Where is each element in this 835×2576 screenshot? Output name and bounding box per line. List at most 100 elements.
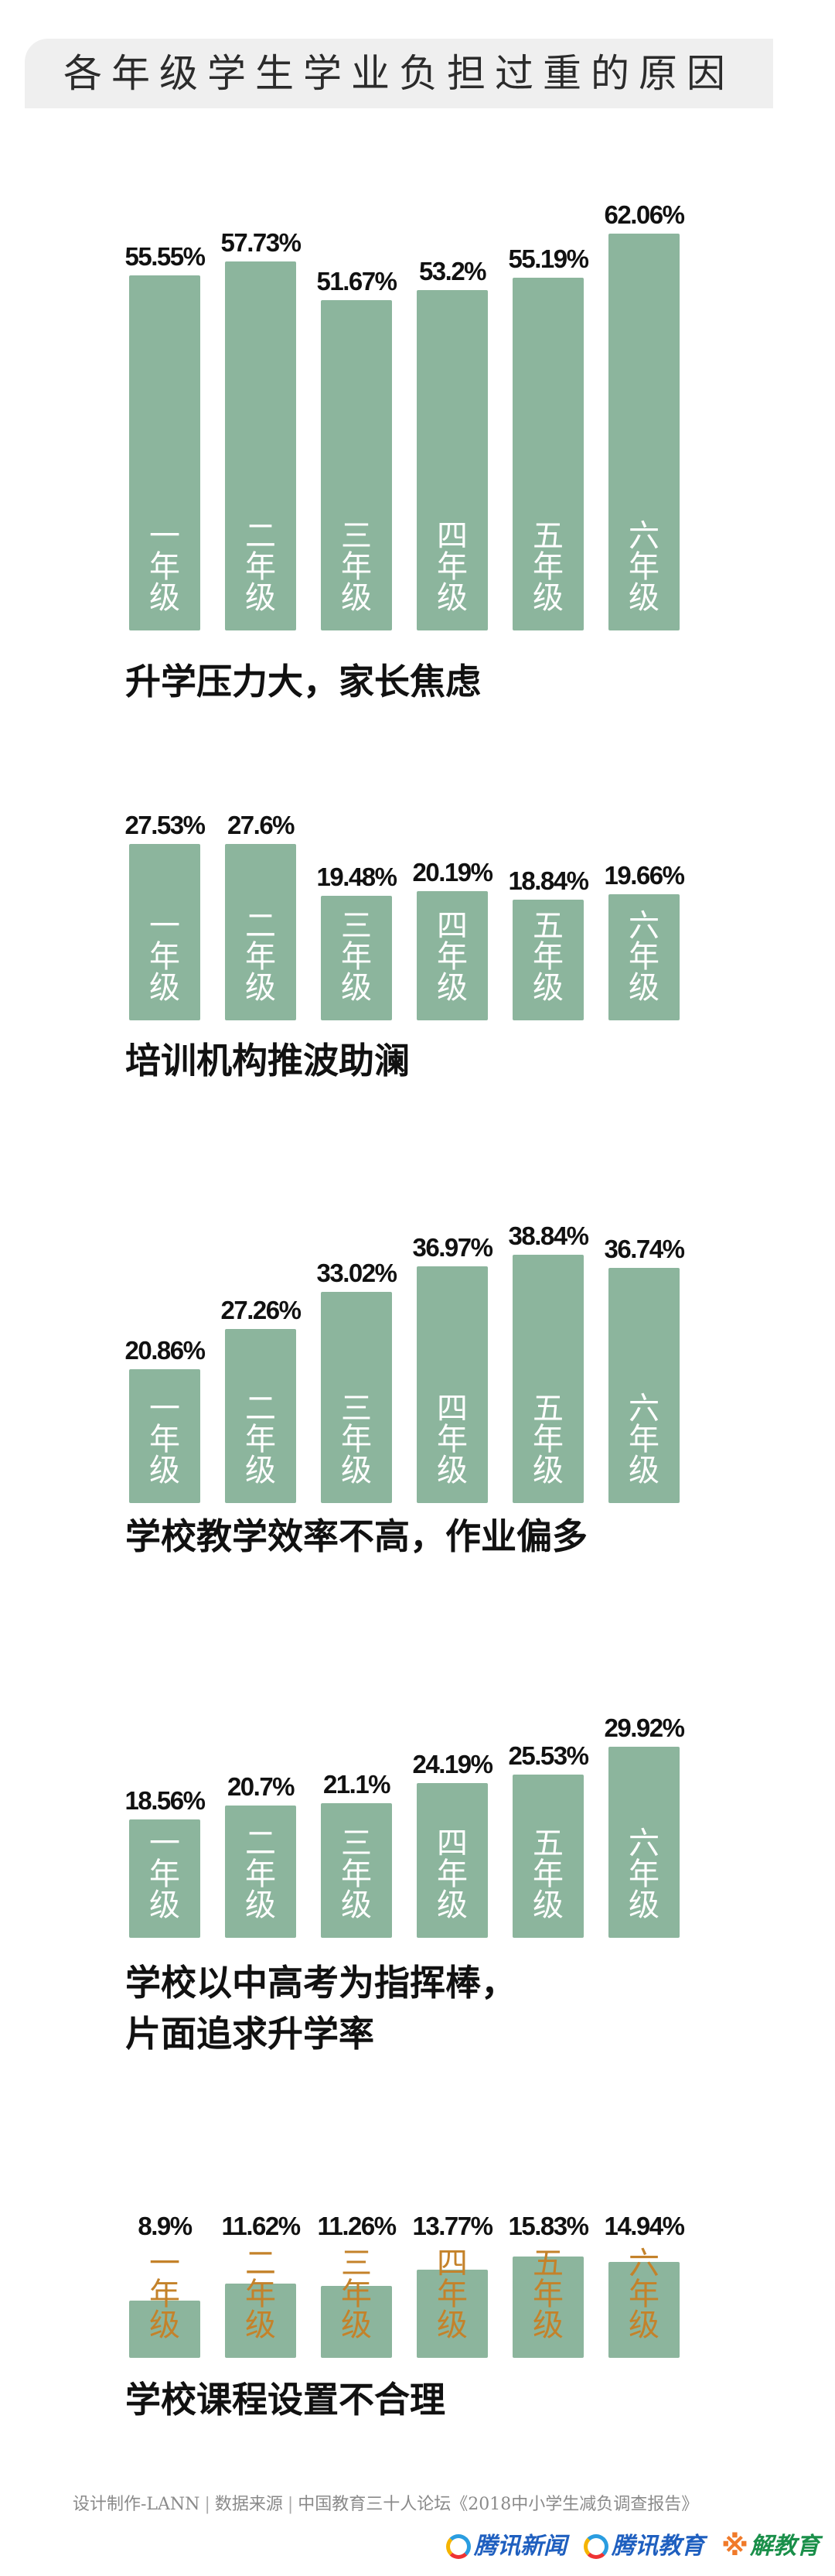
grade-label: 五年级 <box>533 2246 564 2343</box>
bar <box>129 275 200 630</box>
logo-tencent-edu: 腾讯教育 <box>584 2531 704 2562</box>
grade-label: 五年级 <box>533 1391 564 1488</box>
chart-title-line: 片面追求升学率 <box>125 2013 374 2055</box>
data-label: 62.06% <box>604 200 685 229</box>
grade-label: 四年级 <box>437 1826 468 1923</box>
chart-title: 学校教学效率不高，作业偏多 <box>125 1511 588 1562</box>
grade-label: 一年级 <box>149 908 180 1006</box>
bar <box>417 891 488 1020</box>
bar <box>417 2270 488 2358</box>
data-label: 51.67% <box>316 266 397 296</box>
chart-title-line: 培训机构推波助澜 <box>125 1040 410 1081</box>
chart-title-line: 学校课程设置不合理 <box>125 2379 445 2421</box>
data-label: 27.53% <box>124 811 206 840</box>
data-label: 36.97% <box>412 1233 493 1262</box>
data-label: 29.92% <box>604 1713 685 1742</box>
logo-jie-edu: ※ 解教育 <box>721 2531 820 2562</box>
bar <box>608 1746 680 1938</box>
grade-label: 五年级 <box>533 518 564 616</box>
grade-label: 三年级 <box>341 2246 372 2343</box>
data-label: 19.48% <box>316 862 397 891</box>
data-label: 25.53% <box>508 1741 589 1770</box>
data-label: 20.86% <box>124 1336 206 1365</box>
data-label: 36.74% <box>604 1235 685 1264</box>
grade-label: 一年级 <box>149 2246 180 2343</box>
bar <box>129 1369 200 1503</box>
chart-title: 学校课程设置不合理 <box>125 2374 445 2425</box>
data-label: 11.26% <box>317 2212 397 2240</box>
bar <box>608 233 680 630</box>
bar <box>225 1328 296 1503</box>
separator: | <box>204 2495 210 2514</box>
bar <box>225 843 296 1020</box>
data-label: 13.77% <box>412 2212 493 2240</box>
bar <box>321 1291 392 1503</box>
data-label: 38.84% <box>508 1221 589 1250</box>
data-label: 8.9% <box>138 2212 193 2240</box>
tencent-logo-icon <box>446 2534 471 2559</box>
grade-label: 二年级 <box>245 2246 276 2343</box>
logo-text: 解教育 <box>750 2533 820 2560</box>
bar <box>129 844 200 1020</box>
grade-label: 六年级 <box>629 2246 659 2343</box>
grade-label: 四年级 <box>437 2246 468 2343</box>
bar <box>321 299 392 630</box>
data-label: 21.1% <box>322 1769 391 1799</box>
bar <box>513 2257 584 2358</box>
data-label: 19.66% <box>604 861 685 890</box>
data-label: 15.83% <box>508 2212 589 2240</box>
bar <box>129 2301 200 2358</box>
grade-label: 六年级 <box>629 908 659 1006</box>
grade-label: 二年级 <box>245 518 276 616</box>
grade-label: 二年级 <box>245 1391 276 1488</box>
grade-label: 三年级 <box>341 908 372 1006</box>
data-label: 20.19% <box>412 858 493 887</box>
data-label: 14.94% <box>604 2212 685 2240</box>
grade-label: 五年级 <box>533 1826 564 1923</box>
grade-label: 三年级 <box>341 1826 372 1923</box>
jie-logo-icon: ※ <box>721 2530 748 2562</box>
logo-text: 腾讯教育 <box>612 2533 704 2560</box>
footer-credits: 设计制作-LANN | 数据来源 | 中国教育三十人论坛《2018中小学生减负调查报告》 <box>73 2494 698 2516</box>
logo-tencent-news: 腾讯新闻 <box>446 2531 567 2562</box>
data-label: 18.56% <box>124 1785 206 1815</box>
bar <box>608 1268 680 1503</box>
data-label: 55.19% <box>508 244 589 273</box>
bar <box>225 261 296 630</box>
bar <box>417 290 488 630</box>
chart-title: 培训机构推波助澜 <box>125 1035 410 1086</box>
bar <box>608 2262 680 2358</box>
bar <box>417 1782 488 1938</box>
data-label: 18.84% <box>508 866 589 896</box>
bar <box>321 895 392 1020</box>
bar <box>321 2285 392 2358</box>
chart-title-line: 学校教学效率不高，作业偏多 <box>125 1515 588 1557</box>
grade-label: 六年级 <box>629 518 659 616</box>
grade-label: 二年级 <box>245 908 276 1006</box>
grade-label: 三年级 <box>341 1391 372 1488</box>
bar <box>513 1254 584 1503</box>
grade-label: 六年级 <box>629 1826 659 1923</box>
bar <box>513 900 584 1020</box>
chart-title: 升学压力大，家长焦虑 <box>125 656 481 707</box>
source-label: 数据来源 <box>214 2495 283 2514</box>
bar <box>225 2283 296 2358</box>
credit: 设计制作-LANN <box>73 2495 200 2514</box>
bar <box>608 894 680 1020</box>
grade-label: 二年级 <box>245 1826 276 1923</box>
bar <box>321 1802 392 1938</box>
tencent-logo-icon <box>584 2534 608 2559</box>
bar <box>513 1774 584 1938</box>
data-label: 27.6% <box>227 810 295 839</box>
data-label: 57.73% <box>220 227 302 257</box>
grade-label: 三年级 <box>341 518 372 616</box>
source: 中国教育三十人论坛《2018中小学生减负调查报告》 <box>298 2495 699 2514</box>
grade-label: 五年级 <box>533 908 564 1006</box>
bar <box>225 1805 296 1938</box>
data-label: 20.7% <box>227 1771 295 1801</box>
data-label: 27.26% <box>220 1295 302 1324</box>
bar <box>417 1266 488 1503</box>
chart-title-line: 学校以中高考为指挥棒， <box>125 1962 516 2004</box>
chart-title: 学校以中高考为指挥棒， 片面追求升学率 <box>125 1957 516 2059</box>
data-label: 55.55% <box>124 241 206 271</box>
